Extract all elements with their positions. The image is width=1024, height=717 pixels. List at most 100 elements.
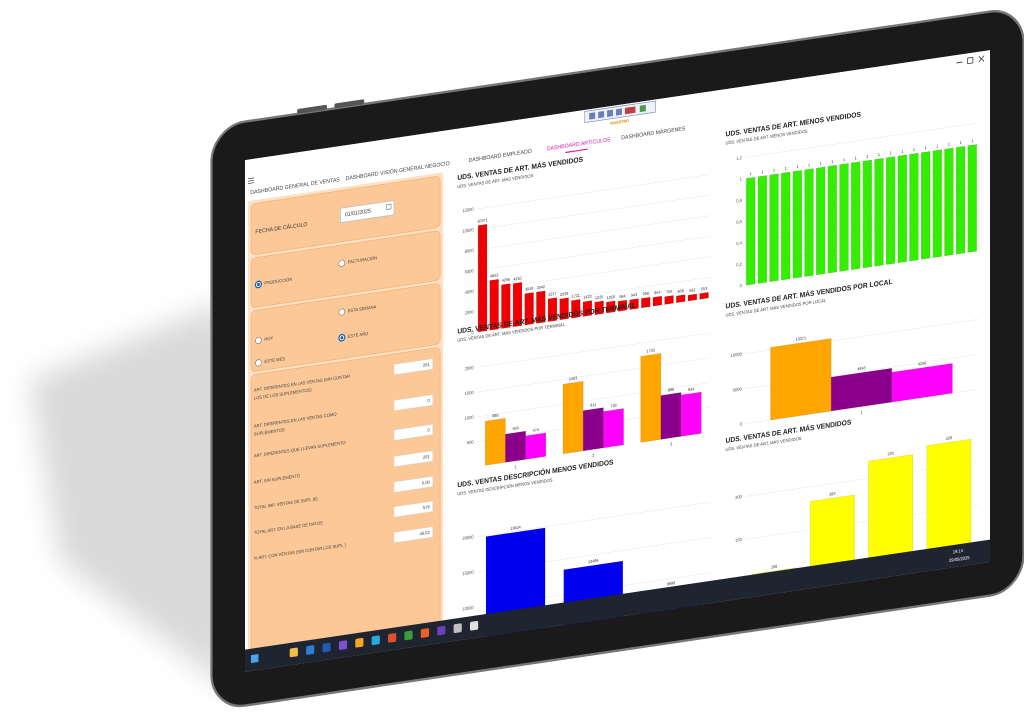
bar [891,363,953,403]
bar [909,152,919,262]
grid-line [744,122,979,158]
bar [956,146,966,255]
app-icon[interactable] [322,642,331,653]
toolbar-icon[interactable] [624,106,636,115]
value-label: 1 [773,167,775,172]
date-input[interactable] [339,199,395,224]
grid-line [476,332,710,368]
bar [769,173,779,282]
bar [524,292,534,326]
maximize[interactable] [967,56,974,65]
value-label: 2039 [560,291,568,297]
radio[interactable] [338,308,346,316]
y-tick-label: 0,4 [736,240,742,246]
y-tick-label: 1000 [465,414,475,421]
value-label: 888 [492,412,498,418]
bar [770,338,832,421]
bar [676,294,686,303]
y-tick-label: 10000 [462,605,474,612]
radio-label: ESTE MES [264,356,285,364]
clock-time: 19:14 [953,548,964,555]
close[interactable] [978,55,985,63]
toolbar-icon[interactable] [598,110,605,119]
y-tick-label: 0 [471,330,474,336]
y-tick-label: 200 [735,494,742,500]
bar [582,300,593,317]
start-button[interactable] [250,654,259,664]
y-tick-label: 5000 [733,386,743,393]
value-label: 943 [631,292,637,298]
toolbar-icon[interactable] [616,108,622,116]
value-label: 1 [750,171,752,176]
stat-value-box [393,424,433,441]
app-icon[interactable] [453,623,462,633]
value-label: 4210 [513,275,521,281]
y-tick-label: 0 [740,421,743,427]
window-controls [956,55,985,65]
value-label: 1711 [572,292,580,298]
menu-icon[interactable] [247,177,254,184]
value-label: 834 [688,386,695,392]
value-label: 13496 [588,558,598,565]
value-label: 1 [866,153,868,158]
app-icon[interactable] [404,630,413,641]
bar [868,454,913,565]
app-icon[interactable] [289,647,298,658]
y-tick-label: 500 [467,439,474,445]
radio[interactable] [338,259,346,267]
value-label: 3049 [525,285,533,291]
value-label: 2217 [548,291,556,297]
value-label: 4256 [918,360,926,366]
value-label: 1 [808,162,810,167]
bar [617,299,628,312]
bar [536,290,546,324]
minimize[interactable] [956,61,963,64]
value-label: 1733 [647,347,655,353]
app-icon[interactable] [469,620,479,631]
bar [699,292,709,300]
bar [804,168,814,277]
bar [680,391,702,437]
bar [640,353,662,443]
app-icon[interactable] [371,635,380,646]
stat-value-box [393,358,433,376]
toolbar-icon[interactable] [589,112,596,120]
calendar-icon[interactable] [386,203,392,210]
app-icon[interactable] [388,633,397,643]
app-icon[interactable] [437,625,446,636]
bar [603,408,624,449]
value-label: 183 [829,491,835,497]
value-label: 964 [619,293,626,299]
clock-date: 29/05/2025 [949,555,970,563]
value-label: 1 [831,159,833,164]
value-label: 1 [820,160,822,165]
bar [485,418,506,466]
toolbar-icon[interactable] [639,104,646,113]
app-icon[interactable] [338,640,348,650]
value-label: 1 [901,148,903,153]
bar [559,297,569,321]
value-label: 4843 [490,272,498,278]
taskbar: 19:14 29/05/2025 [245,539,991,673]
value-label: 553 [701,285,707,291]
bar [641,297,651,309]
value-label: 886 [668,386,674,392]
value-label: 908 [643,290,649,296]
y-tick-label: 0,2 [736,261,742,267]
app-icon[interactable] [355,637,364,648]
app-icon[interactable] [420,628,430,638]
app-icon[interactable] [306,645,315,655]
bar [746,177,756,286]
bar [886,156,896,265]
grid-line [476,382,710,418]
toolbar-icon[interactable] [607,109,614,117]
radio[interactable] [255,336,262,344]
radio[interactable] [255,359,262,367]
value-label: 1403 [569,375,577,381]
bar [562,381,584,455]
y-tick-label: 20000 [462,534,474,541]
value-label: 19824 [510,524,521,531]
value-label: 1 [785,165,787,170]
value-label: 1220 [595,294,603,300]
